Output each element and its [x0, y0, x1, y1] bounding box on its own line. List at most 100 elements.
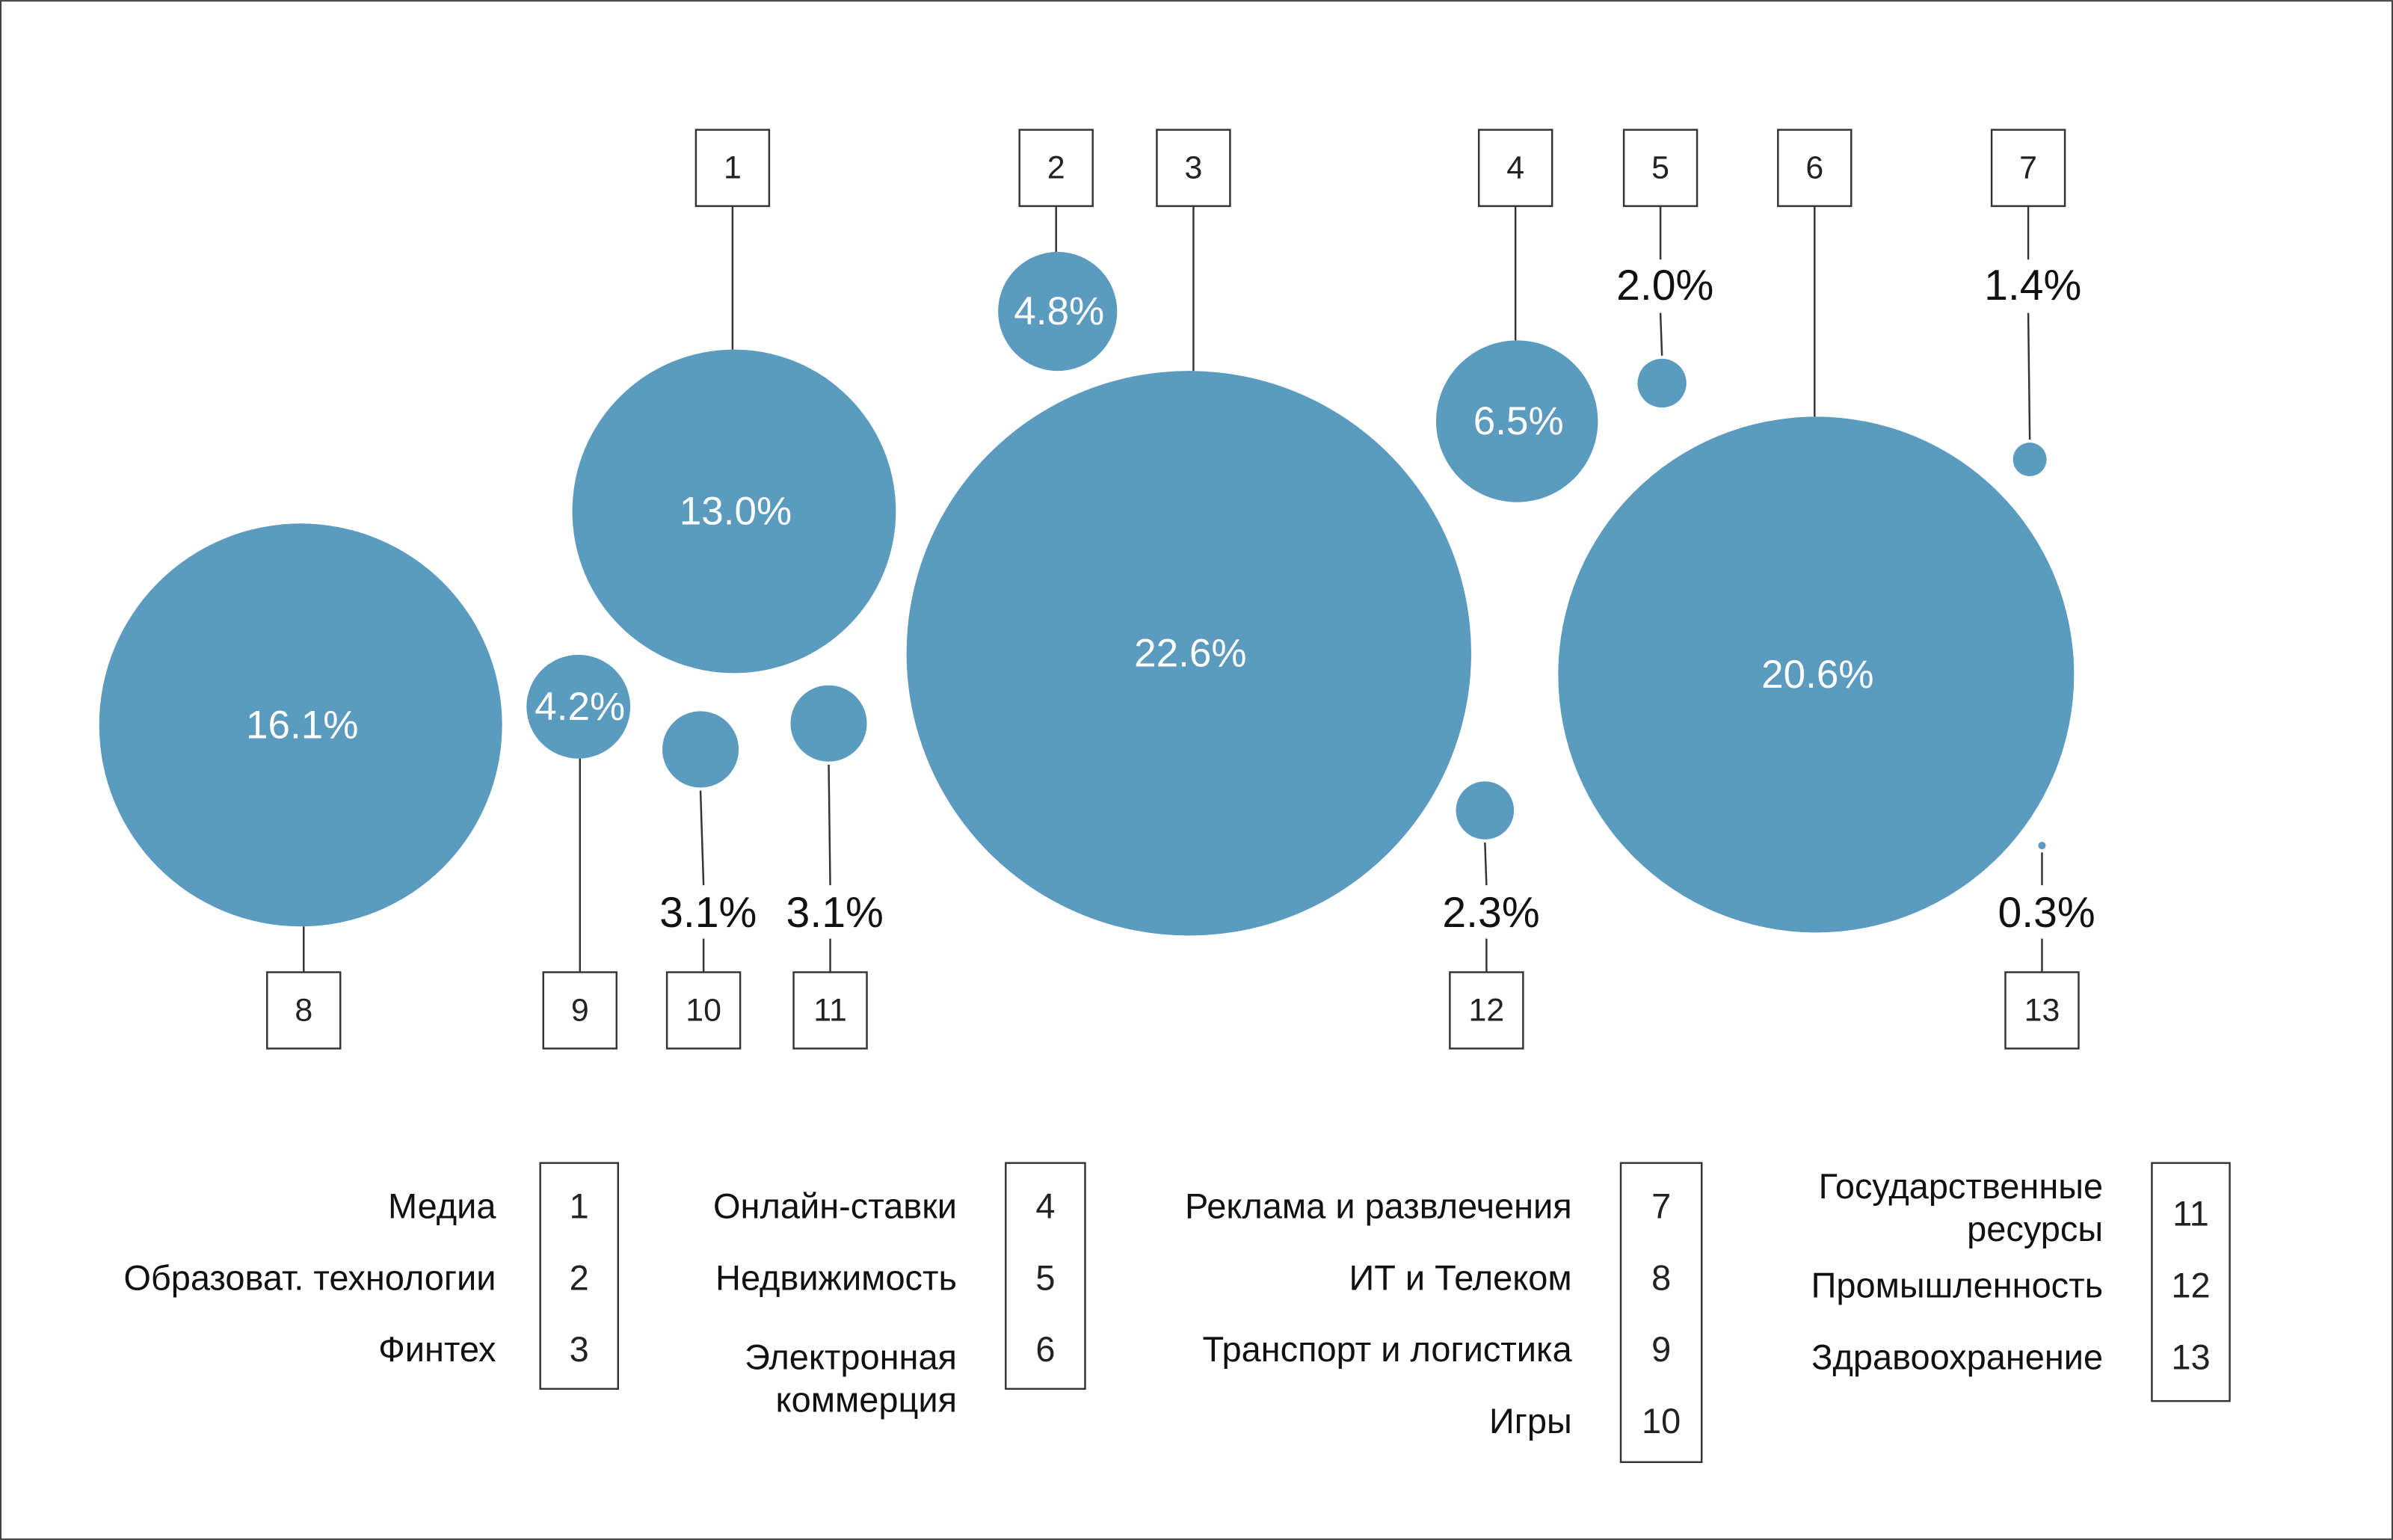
bubble-2: [998, 251, 1118, 372]
value-label: 0.3%: [1998, 889, 2095, 937]
id-number: 6: [1805, 150, 1823, 186]
id-box: [792, 971, 868, 1050]
legend-number-box: [539, 1162, 620, 1390]
legend-label: Онлайн-ставки: [713, 1186, 957, 1225]
value-label: 3.1%: [659, 889, 757, 937]
value-label: 13.0%: [680, 489, 792, 533]
legend-label: Образоват. технологии: [123, 1257, 496, 1297]
legend-label: Транспорт и логистика: [1202, 1329, 1572, 1369]
id-number: 4: [1506, 150, 1524, 186]
legend-number: 8: [1651, 1257, 1671, 1297]
connector-line: [2027, 312, 2031, 440]
id-box: [1156, 129, 1231, 207]
bubble-1: [572, 349, 896, 674]
id-number: 10: [686, 993, 721, 1029]
bubbles-layer: 13.0% 1 4.8% 2 22.6% 3 6.5% 4 2.0% 5 20.6% 6 1.4% 7 16…: [99, 129, 2095, 1050]
id-box: [2004, 971, 2080, 1050]
id-number: 13: [2024, 993, 2060, 1029]
legend-label: Финтех: [378, 1329, 496, 1369]
bubble-group-1: 13.0% 1: [572, 129, 896, 674]
legend-item: Транспорт и логистика 9: [1202, 1329, 1671, 1369]
legend-label: ИТ и Телеком: [1349, 1257, 1571, 1297]
legend-label: Электронная: [745, 1337, 957, 1376]
legend-number: 2: [570, 1257, 589, 1297]
legend-number: 5: [1035, 1257, 1055, 1297]
legend-number: 7: [1651, 1186, 1671, 1225]
legend-number: 6: [1035, 1329, 1055, 1369]
legend-item: Промышленность 12: [1811, 1265, 2211, 1305]
legend-number-box: [1005, 1162, 1086, 1390]
legend-item: Электронная коммерция 6: [745, 1329, 1055, 1419]
id-box: [1449, 971, 1524, 1050]
bubble-10: [662, 711, 739, 788]
id-number: 9: [571, 993, 589, 1029]
legend-number-box: [1619, 1162, 1703, 1464]
legend-item: ИТ и Телеком 8: [1349, 1257, 1671, 1297]
id-box: [542, 971, 618, 1050]
bubble-6: [1558, 416, 2075, 933]
legend-item: Здравоохранение 13: [1811, 1337, 2210, 1376]
legend-number: 13: [2171, 1337, 2210, 1376]
legend-number: 3: [570, 1329, 589, 1369]
value-label: 3.1%: [786, 889, 884, 937]
id-box: [1622, 129, 1698, 207]
bubble-group-3: 22.6% 3: [906, 129, 1471, 936]
connector-line: [828, 764, 831, 886]
value-label: 20.6%: [1761, 653, 1873, 697]
bubble-4: [1436, 340, 1598, 502]
value-label: 1.4%: [1984, 262, 2081, 309]
id-box: [1777, 129, 1853, 207]
legend-item: Недвижимость 5: [715, 1257, 1055, 1297]
bubble-7: [2012, 443, 2047, 477]
bubble-12: [1456, 781, 1515, 840]
id-number: 2: [1047, 150, 1065, 186]
bubble-group-2: 4.8% 2: [998, 129, 1118, 372]
connector-line: [1484, 842, 1488, 886]
connector-line: [699, 790, 705, 886]
bubble-5: [1637, 358, 1687, 408]
bubble-group-5: 2.0% 5: [1616, 129, 1713, 408]
connector-line: [1659, 312, 1663, 356]
id-box: [1018, 129, 1094, 207]
bubble-group-11: 3.1% 11: [786, 685, 884, 1050]
legend-number: 1: [570, 1186, 589, 1225]
bubble-9: [526, 654, 631, 759]
value-label: 2.0%: [1616, 262, 1713, 309]
legend-label: Недвижимость: [715, 1257, 957, 1297]
legend-number-box: [2151, 1162, 2231, 1402]
bubble-group-8: 16.1% 8: [99, 523, 502, 1050]
legend-item: Игры 10: [1489, 1401, 1681, 1441]
legend-label: Здравоохранение: [1811, 1337, 2103, 1376]
id-number: 5: [1651, 150, 1669, 186]
id-box: [665, 971, 742, 1050]
id-number: 3: [1184, 150, 1202, 186]
legend-label: Реклама и развлечения: [1185, 1186, 1572, 1225]
legend-number: 10: [1642, 1401, 1681, 1441]
legend-column-3: Реклама и развлечения 7 ИТ и Телеком 8 Транс…: [1185, 1162, 1703, 1464]
id-number: 1: [724, 150, 742, 186]
id-number: 12: [1469, 993, 1505, 1029]
legend-item: Медиа 1: [388, 1186, 589, 1225]
id-number: 8: [295, 993, 312, 1029]
value-label: 6.5%: [1473, 399, 1564, 443]
legend: Медиа 1 Образоват. технологии 2 Финтех 3 Онлай…: [123, 1162, 2231, 1464]
legend-number: 9: [1651, 1329, 1671, 1369]
legend-label: ресурсы: [1967, 1209, 2103, 1248]
legend-label: Промышленность: [1811, 1265, 2103, 1305]
id-number: 11: [813, 993, 846, 1029]
bubble-8: [99, 523, 502, 927]
legend-label: Государственные: [1819, 1166, 2104, 1206]
value-label: 22.6%: [1134, 631, 1246, 675]
bubble-group-4: 6.5% 4: [1436, 129, 1598, 502]
value-label: 4.2%: [535, 685, 625, 729]
value-label: 4.8%: [1014, 289, 1104, 333]
bubble-group-9: 4.2% 9: [526, 654, 631, 1050]
bubble-group-6: 20.6% 6: [1558, 129, 2075, 933]
legend-label: коммерция: [776, 1380, 957, 1420]
legend-number: 12: [2171, 1265, 2210, 1305]
legend-label: Медиа: [388, 1186, 496, 1225]
bubble-13: [2038, 841, 2046, 850]
